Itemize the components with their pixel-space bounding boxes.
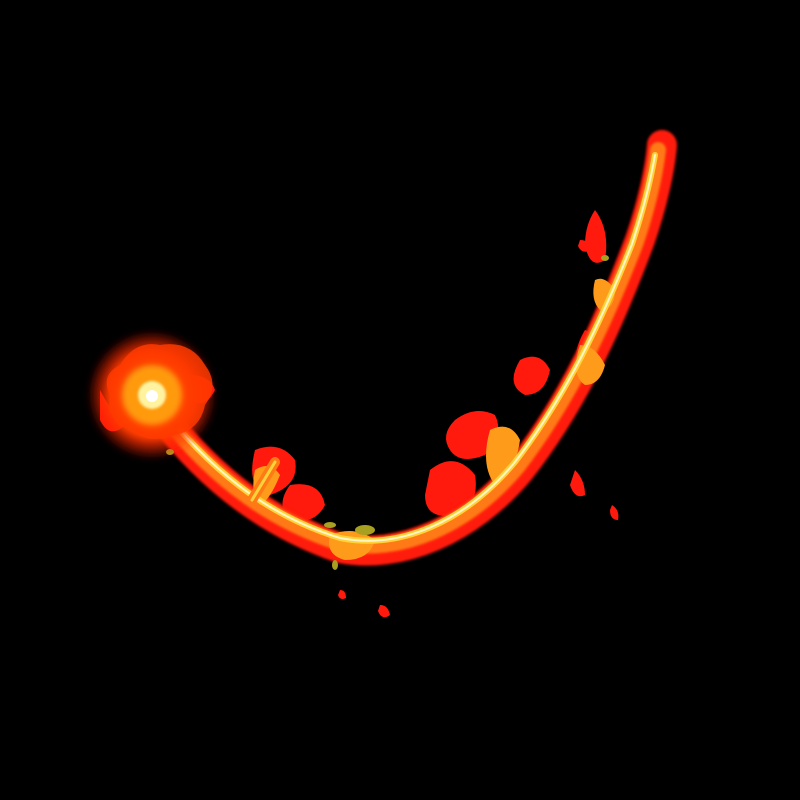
ember-core bbox=[146, 390, 158, 402]
mid-flame-trail bbox=[144, 142, 666, 554]
core-trail bbox=[154, 154, 656, 542]
